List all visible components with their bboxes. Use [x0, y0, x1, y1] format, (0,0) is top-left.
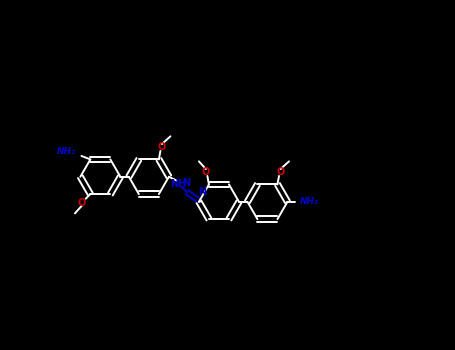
Text: O: O	[158, 142, 166, 152]
Text: O: O	[202, 167, 210, 177]
Text: O: O	[78, 197, 86, 208]
Text: NH₂: NH₂	[300, 197, 319, 206]
Text: N: N	[182, 178, 191, 188]
Text: NH₂: NH₂	[57, 147, 76, 156]
Text: NH: NH	[170, 179, 187, 189]
Text: N: N	[198, 187, 206, 197]
Text: O: O	[277, 167, 285, 177]
